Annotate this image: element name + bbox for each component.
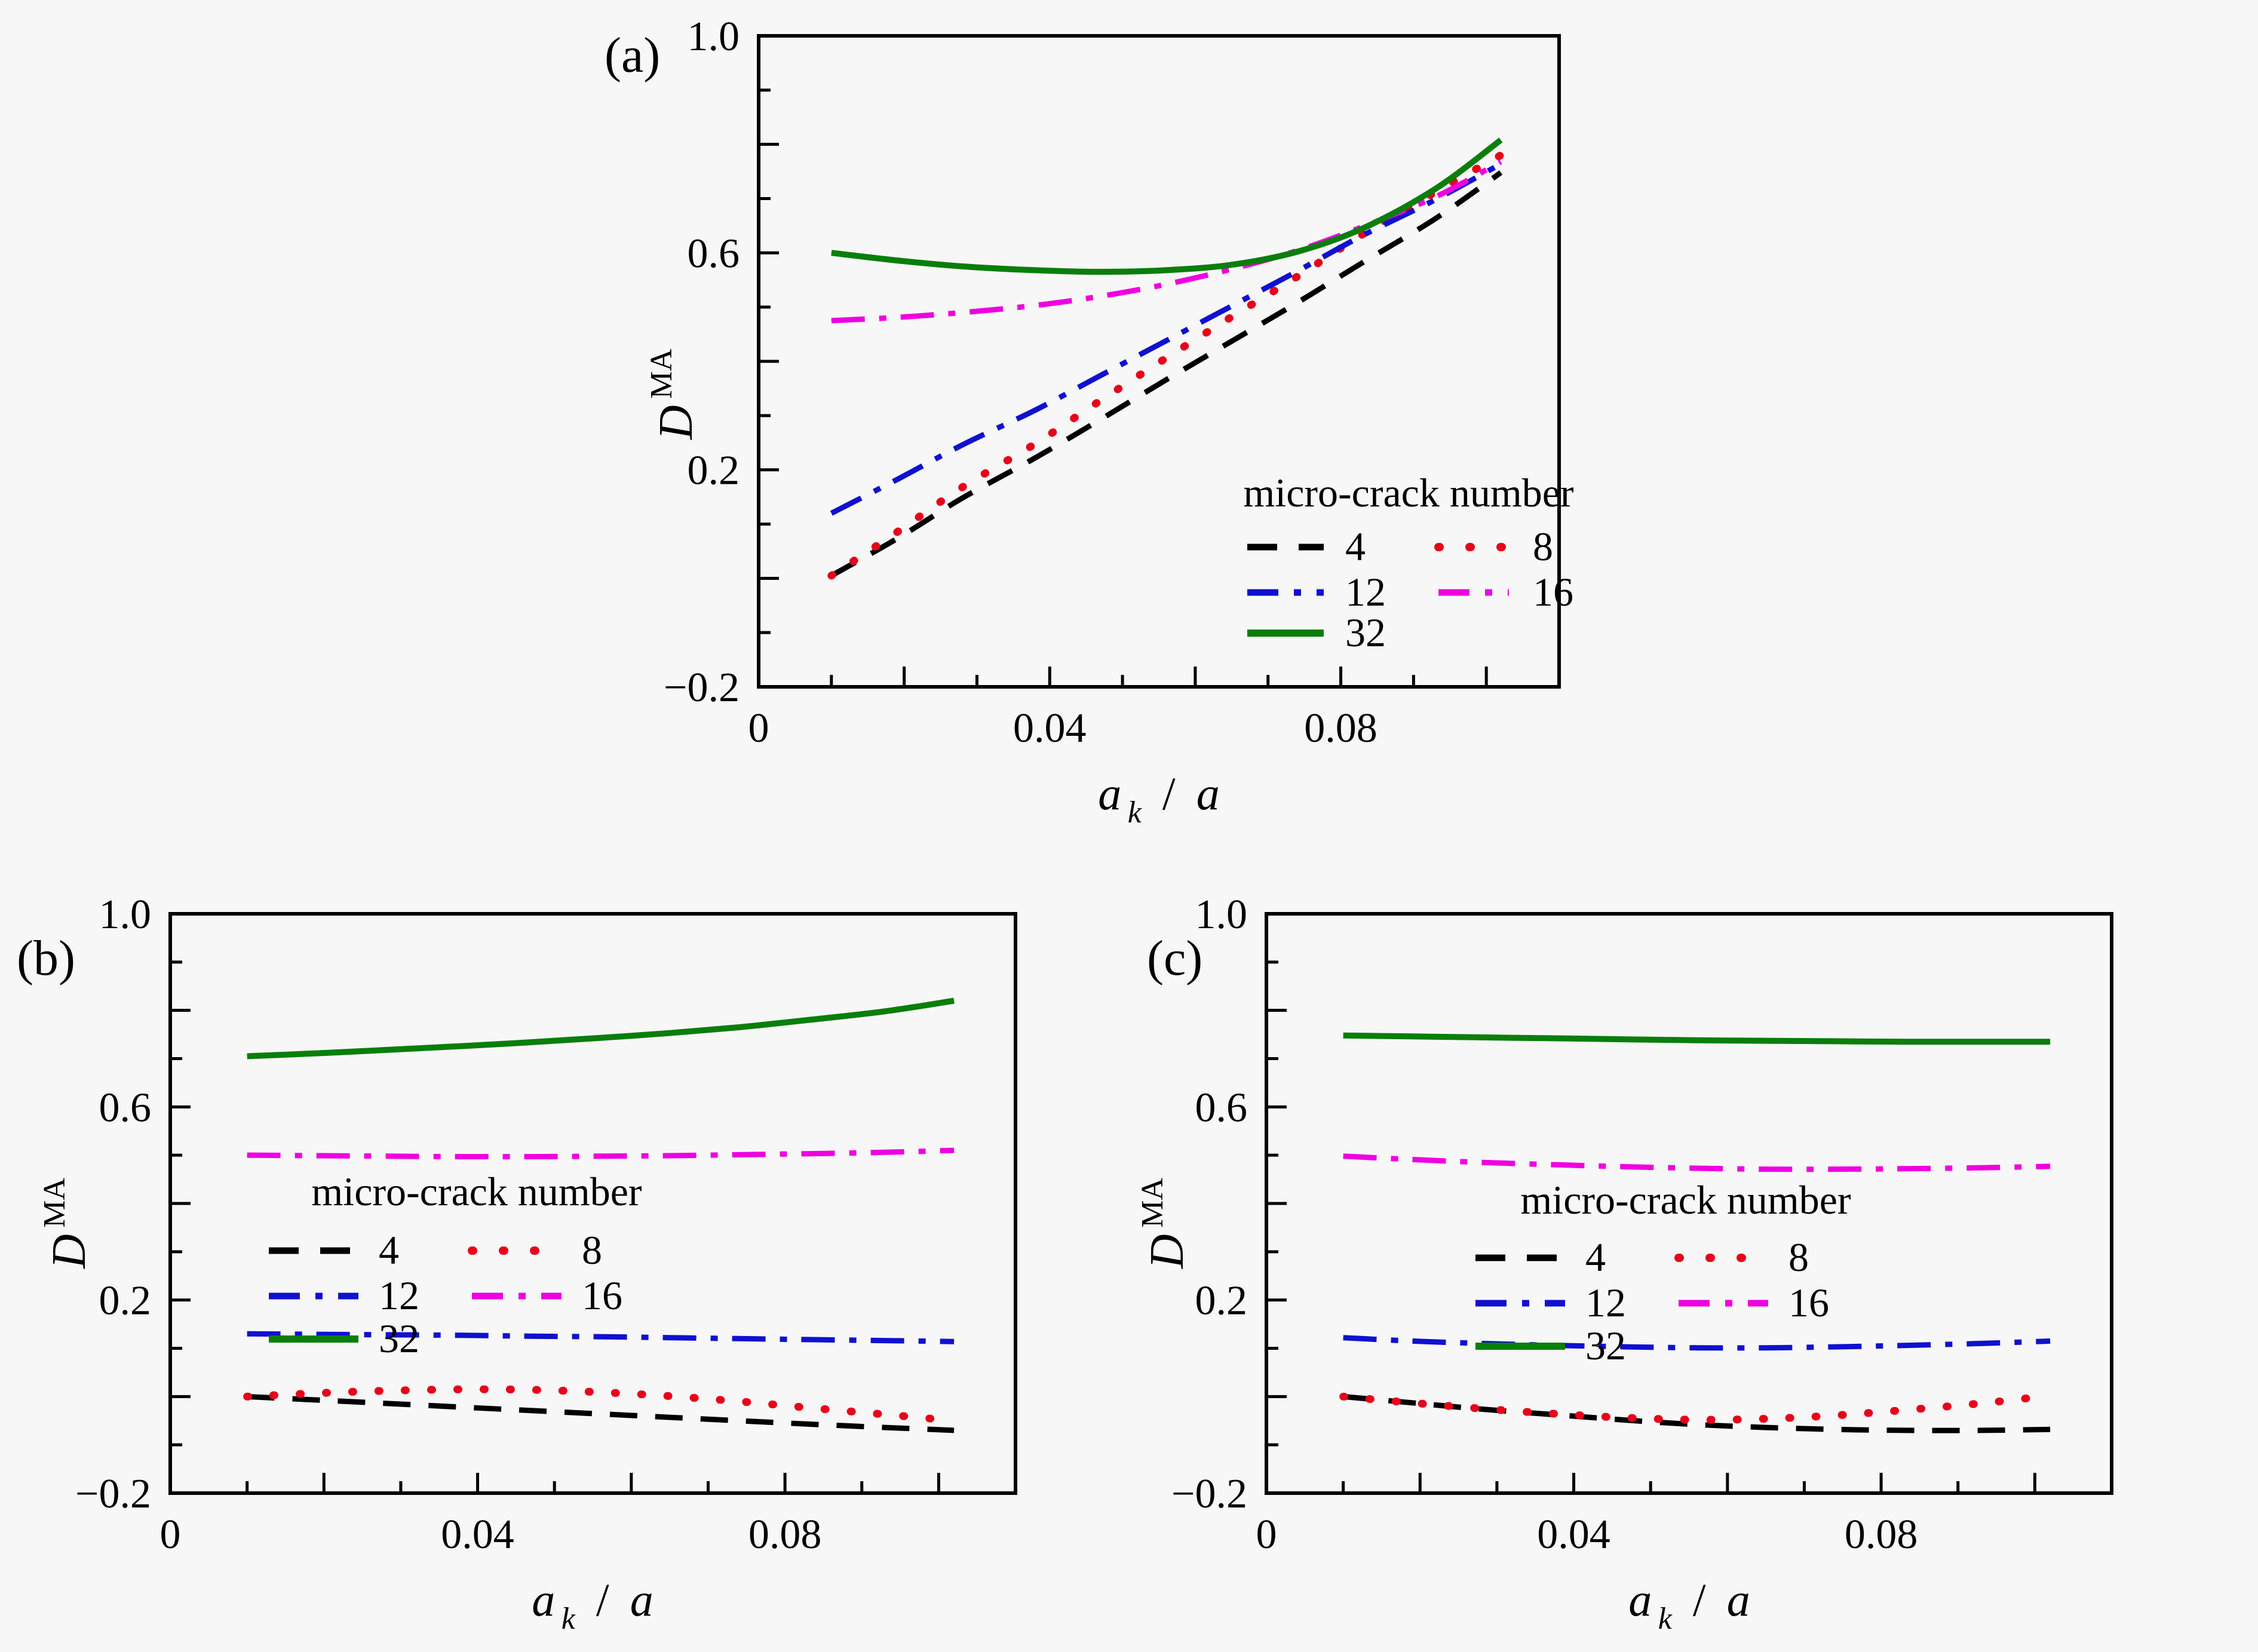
y-axis-label: D MA bbox=[38, 1178, 96, 1269]
legend-label-16: 16 bbox=[582, 1273, 622, 1318]
series-8-line bbox=[243, 1385, 958, 1425]
legend-label-12: 12 bbox=[1345, 569, 1386, 615]
y-axis-label: D MA bbox=[645, 349, 702, 440]
y-tick-label: 1.0 bbox=[1195, 892, 1248, 938]
legend-title: micro-crack number bbox=[1520, 1177, 1851, 1223]
y-axis-label: D MA bbox=[1136, 1178, 1194, 1269]
legend-entry-16: 16 bbox=[1679, 1280, 1829, 1325]
x-tick-label: 0.08 bbox=[1304, 705, 1377, 751]
x-tick-label: 0.04 bbox=[1537, 1512, 1610, 1558]
y-tick-label: −0.2 bbox=[1171, 1471, 1247, 1517]
legend-label-16: 16 bbox=[1788, 1280, 1829, 1325]
legend-entry-12: 12 bbox=[1247, 569, 1386, 615]
y-tick-label: 0.2 bbox=[1195, 1278, 1248, 1324]
legend-entry-4: 4 bbox=[1247, 524, 1366, 569]
legend-entry-8: 8 bbox=[468, 1227, 602, 1273]
legend-label-16: 16 bbox=[1533, 569, 1573, 615]
y-tick-label: 1.0 bbox=[688, 14, 740, 60]
legend-entry-8: 8 bbox=[1674, 1235, 1809, 1280]
legend-label-32: 32 bbox=[1585, 1323, 1626, 1368]
series-4-line bbox=[1343, 1393, 2051, 1433]
x-tick-label: 0 bbox=[748, 705, 769, 751]
legend-entry-32: 32 bbox=[1247, 610, 1386, 655]
legend-label-4: 4 bbox=[379, 1227, 399, 1273]
series-32-line bbox=[1343, 1032, 2051, 1045]
legend-entry-8: 8 bbox=[1434, 524, 1553, 569]
legend-label-8: 8 bbox=[1788, 1235, 1809, 1280]
legend: micro-crack number 4 8 12 16 32 bbox=[1475, 1177, 1851, 1368]
x-axis-label: a k / a bbox=[1098, 767, 1219, 830]
series-32-line bbox=[247, 997, 955, 1060]
series-16-line bbox=[1343, 1153, 2051, 1172]
legend-entry-4: 4 bbox=[269, 1227, 399, 1273]
chart-b: (b) 1.0 0.6 0.2 −0.20 0.04 0.08 D MA a k / a micr… bbox=[17, 892, 1017, 1636]
axis-ticks bbox=[1266, 960, 2036, 1493]
axis-ticks bbox=[759, 88, 1488, 687]
legend-entry-12: 12 bbox=[1475, 1280, 1626, 1325]
legend-label-8: 8 bbox=[1533, 524, 1553, 569]
x-tick-label: 0.04 bbox=[441, 1512, 514, 1558]
legend-title: micro-crack number bbox=[311, 1169, 642, 1214]
legend-entry-12: 12 bbox=[269, 1273, 419, 1318]
legend-entry-32: 32 bbox=[1475, 1323, 1626, 1368]
legend-label-8: 8 bbox=[582, 1227, 602, 1273]
legend-label-12: 12 bbox=[379, 1273, 419, 1318]
x-tick-label: 0.08 bbox=[1845, 1512, 1918, 1558]
legend-label-32: 32 bbox=[379, 1316, 419, 1361]
x-tick-label: 0 bbox=[160, 1512, 181, 1558]
chart-c: (c)1.0 0.6 0.2 −0.20 0.04 0.08 D MA a k / a micr… bbox=[1136, 892, 2113, 1636]
x-axis-label: a k / a bbox=[1628, 1574, 1750, 1636]
series-16-line bbox=[247, 1147, 955, 1160]
y-tick-label: 0.6 bbox=[1195, 1085, 1248, 1131]
panel-label: (c) bbox=[1147, 931, 1202, 986]
series-4-line bbox=[830, 170, 1503, 578]
chart-a: (a) 1.0 0.6 0.2 −0.20 0.04 0.08 D MA a k / a micr… bbox=[605, 14, 1574, 830]
y-tick-label: −0.2 bbox=[664, 665, 740, 711]
y-tick-label: 0.6 bbox=[99, 1085, 152, 1131]
legend: micro-crack number 4 8 12 16 32 bbox=[1243, 470, 1574, 655]
legend-entry-16: 16 bbox=[472, 1273, 622, 1318]
x-axis-label: a k / a bbox=[532, 1574, 653, 1636]
legend-label-12: 12 bbox=[1585, 1280, 1626, 1325]
panel-label: (b) bbox=[17, 931, 75, 986]
y-tick-label: 0.2 bbox=[99, 1278, 152, 1324]
legend: micro-crack number 4 8 12 16 32 bbox=[269, 1169, 642, 1361]
series-12-line bbox=[247, 1331, 955, 1344]
legend-label-4: 4 bbox=[1345, 524, 1366, 569]
series-12-line bbox=[830, 161, 1502, 516]
series-8-line bbox=[827, 151, 1505, 580]
series-12-line bbox=[1343, 1335, 2051, 1351]
legend-label-32: 32 bbox=[1345, 610, 1386, 655]
legend-title: micro-crack number bbox=[1243, 470, 1574, 515]
panel-label: (a) bbox=[605, 27, 660, 83]
x-tick-label: 0 bbox=[1256, 1512, 1277, 1558]
series-32-line bbox=[831, 137, 1503, 275]
axis-ticks bbox=[170, 960, 940, 1493]
y-tick-label: 1.0 bbox=[99, 892, 152, 938]
x-tick-label: 0.08 bbox=[748, 1512, 822, 1558]
y-tick-label: −0.2 bbox=[75, 1471, 151, 1517]
y-tick-label: 0.2 bbox=[688, 448, 740, 494]
y-tick-label: 0.6 bbox=[688, 231, 740, 277]
legend-entry-16: 16 bbox=[1438, 569, 1573, 615]
legend-entry-4: 4 bbox=[1475, 1235, 1606, 1280]
legend-entry-32: 32 bbox=[269, 1316, 419, 1361]
x-tick-label: 0.04 bbox=[1013, 705, 1087, 751]
legend-label-4: 4 bbox=[1585, 1235, 1606, 1280]
series-8-line bbox=[1339, 1392, 2054, 1424]
